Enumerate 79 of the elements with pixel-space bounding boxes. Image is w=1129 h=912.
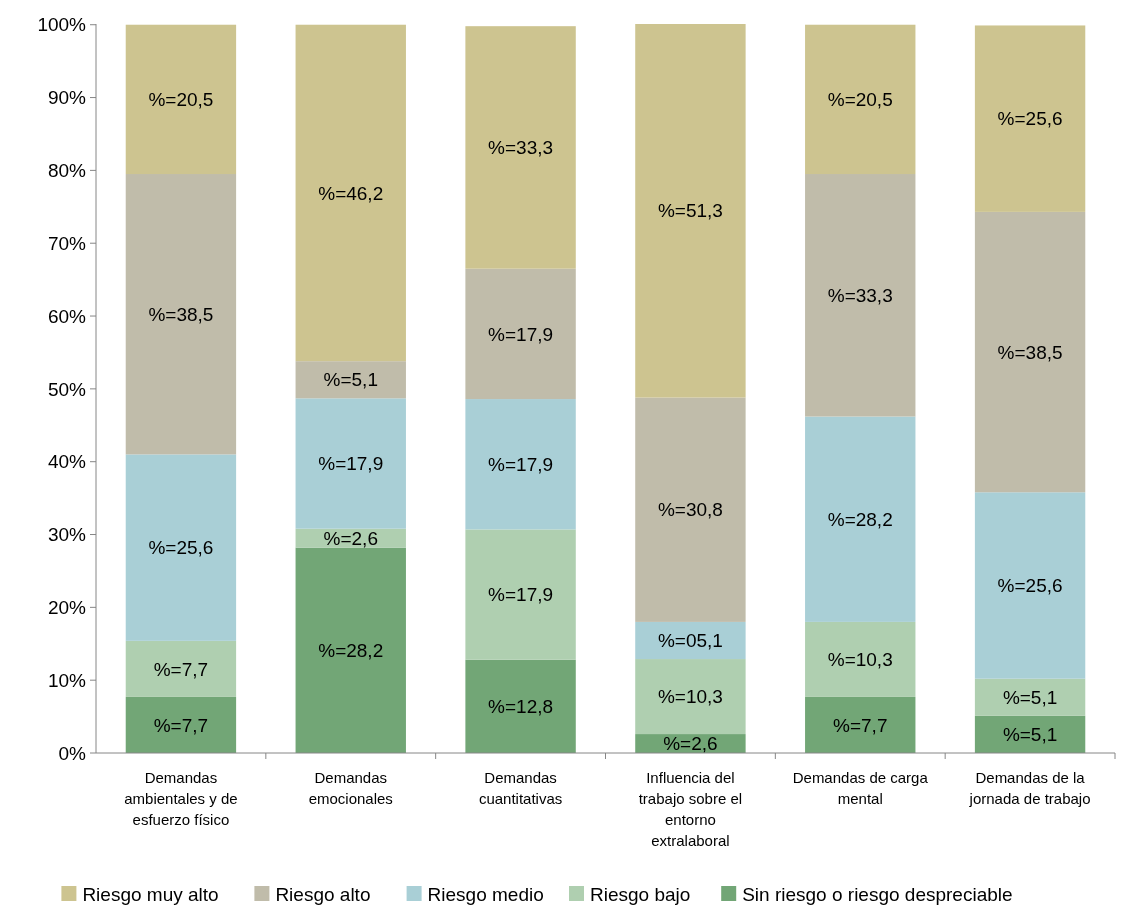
data-label: %=5,1 — [1002, 686, 1058, 708]
bar — [635, 24, 746, 398]
data-label: %=25,6 — [148, 537, 214, 559]
legend-label: Riesgo muy alto — [82, 883, 219, 905]
bar — [125, 174, 237, 455]
data-label: %=30,8 — [657, 499, 723, 521]
bar — [295, 547, 406, 753]
y-tick-label: 40% — [47, 451, 87, 473]
y-tick-label: 50% — [47, 378, 87, 400]
y-tick-label: 0% — [58, 742, 87, 764]
y-tick-label: 70% — [47, 232, 87, 254]
bar — [805, 174, 916, 417]
data-label: %=17,9 — [488, 323, 554, 345]
bar — [635, 659, 746, 735]
data-label: %=51,3 — [657, 200, 723, 222]
data-label: %=17,9 — [488, 584, 554, 606]
data-label: %=28,2 — [318, 639, 384, 661]
bar — [974, 25, 1086, 212]
legend-label: Riesgo medio — [427, 883, 544, 905]
x-tick-label: Demandas de la jornada de trabajo — [968, 769, 1091, 807]
bar — [465, 529, 576, 660]
bar — [805, 416, 916, 622]
bar — [974, 678, 1086, 716]
data-label: %=28,2 — [827, 508, 893, 530]
bar — [125, 696, 237, 753]
x-tick-label: Demandas de carga mental — [792, 769, 929, 807]
x-tick-label: Demandas emocionales — [308, 769, 393, 807]
bar — [295, 398, 406, 529]
data-label: %=2,6 — [663, 733, 718, 755]
data-label: %=33,3 — [488, 137, 554, 159]
data-label: %=17,9 — [318, 453, 384, 475]
data-label: %=5,1 — [323, 369, 378, 391]
bar — [805, 621, 916, 697]
bar — [295, 361, 406, 399]
bar — [974, 492, 1086, 679]
data-label: %=05,1 — [657, 630, 723, 652]
bar — [295, 24, 406, 362]
bar — [635, 621, 746, 660]
data-label: %=10,3 — [657, 686, 723, 708]
data-label: %=7,7 — [153, 714, 209, 736]
bar — [465, 268, 576, 400]
data-label: %=20,5 — [148, 89, 214, 111]
data-label: %=2,6 — [323, 527, 378, 549]
data-label: %=7,7 — [833, 714, 888, 736]
data-label: %=20,5 — [827, 89, 893, 111]
bar — [805, 696, 916, 753]
y-tick-label: 100% — [37, 14, 87, 36]
y-tick-label: 60% — [47, 305, 87, 327]
data-label: %=10,3 — [827, 649, 893, 671]
data-label: %=5,1 — [1002, 724, 1058, 746]
legend-label: Riesgo bajo — [590, 883, 691, 905]
legend-label: Riesgo alto — [275, 883, 371, 905]
y-tick-label: 30% — [47, 524, 87, 546]
data-label: %=46,2 — [318, 182, 384, 204]
bar — [974, 211, 1086, 493]
x-tick-label: Demandas cuantitativas — [478, 769, 563, 807]
bar — [125, 24, 237, 175]
bar — [125, 640, 237, 697]
y-tick-label: 10% — [47, 669, 87, 691]
y-tick-label: 20% — [47, 597, 87, 618]
y-tick-label: 90% — [47, 87, 87, 109]
bar — [805, 24, 916, 175]
data-label: %=38,5 — [148, 303, 214, 325]
bar — [635, 397, 746, 622]
x-tick-label: Influencia del trabajo sobre el entorno extralaboral — [638, 769, 743, 849]
data-label: %=25,6 — [997, 108, 1063, 130]
y-tick-label: 80% — [47, 160, 87, 182]
legend-label: Sin riesgo o riesgo despreciable — [742, 883, 1013, 905]
x-tick-label: Demandas ambientales y de esfuerzo físico — [124, 769, 238, 828]
bar — [465, 26, 576, 269]
data-label: %=17,9 — [488, 453, 554, 475]
data-label: %=38,5 — [997, 341, 1063, 363]
bar — [125, 454, 237, 641]
data-label: %=12,8 — [488, 696, 554, 718]
bar — [465, 399, 576, 530]
bar — [465, 659, 576, 753]
data-label: %=25,6 — [997, 575, 1063, 597]
data-label: %=7,7 — [153, 658, 209, 680]
data-label: %=33,3 — [827, 284, 893, 306]
